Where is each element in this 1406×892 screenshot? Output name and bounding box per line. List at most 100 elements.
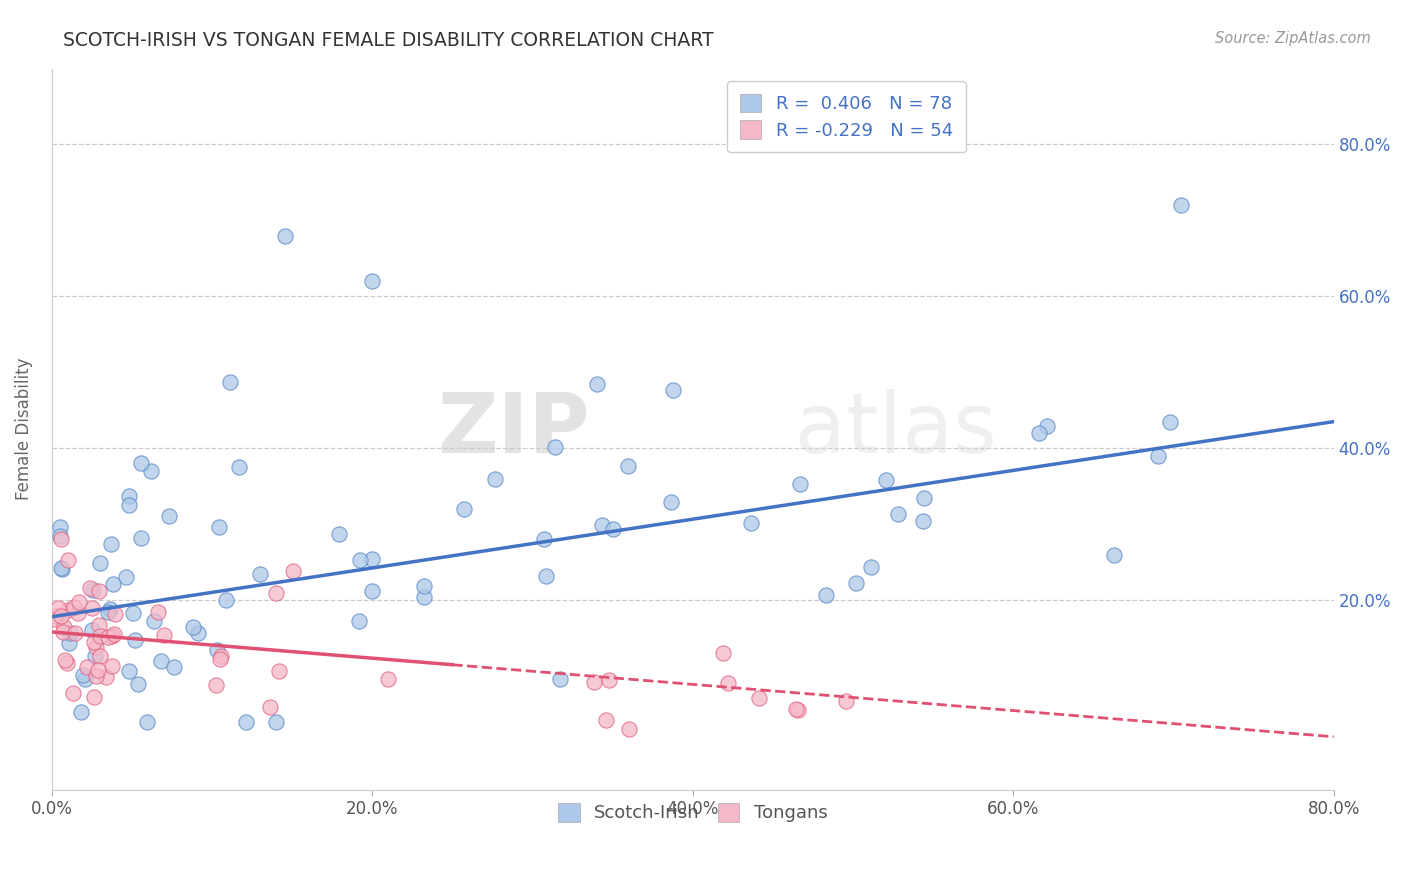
Point <box>845 576 868 591</box>
Point <box>249 567 271 582</box>
Point <box>62 686 84 700</box>
Point <box>129 532 152 546</box>
Point <box>911 514 934 528</box>
Point <box>536 568 558 582</box>
Point <box>46 601 69 615</box>
Point <box>118 489 141 503</box>
Point <box>659 495 682 509</box>
Point <box>103 576 125 591</box>
Point <box>377 672 399 686</box>
Point <box>1035 418 1057 433</box>
Point <box>717 675 740 690</box>
Point <box>52 625 75 640</box>
Point <box>114 570 136 584</box>
Point <box>121 606 143 620</box>
Point <box>75 672 97 686</box>
Point <box>49 520 72 534</box>
Point <box>163 660 186 674</box>
Point <box>97 605 120 619</box>
Point <box>86 640 108 654</box>
Y-axis label: Female Disability: Female Disability <box>15 358 32 500</box>
Point <box>875 473 897 487</box>
Point <box>859 559 882 574</box>
Point <box>44 612 66 626</box>
Point <box>100 536 122 550</box>
Point <box>349 553 371 567</box>
Point <box>218 375 240 389</box>
Point <box>740 516 762 530</box>
Point <box>886 507 908 521</box>
Point <box>1147 450 1170 464</box>
Point <box>142 614 165 628</box>
Point <box>63 626 86 640</box>
Point <box>103 627 125 641</box>
Point <box>67 606 90 620</box>
Point <box>58 603 80 617</box>
Point <box>548 673 571 687</box>
Text: Source: ZipAtlas.com: Source: ZipAtlas.com <box>1215 31 1371 46</box>
Point <box>815 588 838 602</box>
Point <box>215 593 238 607</box>
Point <box>124 632 146 647</box>
Point <box>96 670 118 684</box>
Point <box>264 714 287 729</box>
Point <box>87 663 110 677</box>
Point <box>617 459 640 474</box>
Point <box>146 605 169 619</box>
Point <box>912 491 935 506</box>
Point <box>139 464 162 478</box>
Point <box>153 628 176 642</box>
Point <box>787 703 810 717</box>
Point <box>89 557 111 571</box>
Point <box>84 669 107 683</box>
Point <box>89 583 111 598</box>
Point <box>209 652 232 666</box>
Point <box>135 714 157 729</box>
Point <box>51 561 73 575</box>
Point <box>67 595 90 609</box>
Point <box>1028 425 1050 440</box>
Point <box>70 705 93 719</box>
Point <box>602 522 624 536</box>
Point <box>82 582 104 597</box>
Point <box>101 629 124 643</box>
Point <box>87 618 110 632</box>
Point <box>56 553 79 567</box>
Point <box>484 472 506 486</box>
Point <box>56 657 79 671</box>
Point <box>228 460 250 475</box>
Point <box>157 508 180 523</box>
Point <box>80 624 103 638</box>
Point <box>544 440 567 454</box>
Point <box>98 602 121 616</box>
Point <box>89 629 111 643</box>
Point <box>413 579 436 593</box>
Point <box>259 700 281 714</box>
Point <box>453 502 475 516</box>
Point <box>118 664 141 678</box>
Point <box>361 274 384 288</box>
Point <box>328 527 350 541</box>
Point <box>789 477 811 491</box>
Point <box>583 675 606 690</box>
Point <box>361 584 384 599</box>
Point <box>76 660 98 674</box>
Text: ZIP: ZIP <box>437 389 591 470</box>
Point <box>208 520 231 534</box>
Point <box>205 643 228 657</box>
Point <box>49 529 72 543</box>
Point <box>51 562 73 576</box>
Point <box>205 678 228 692</box>
Point <box>283 565 305 579</box>
Point <box>617 722 640 736</box>
Point <box>186 626 208 640</box>
Point <box>267 664 290 678</box>
Point <box>49 533 72 547</box>
Point <box>59 625 82 640</box>
Point <box>63 599 86 614</box>
Point <box>104 607 127 621</box>
Point <box>72 668 94 682</box>
Point <box>51 608 73 623</box>
Point <box>834 694 856 708</box>
Point <box>598 673 620 687</box>
